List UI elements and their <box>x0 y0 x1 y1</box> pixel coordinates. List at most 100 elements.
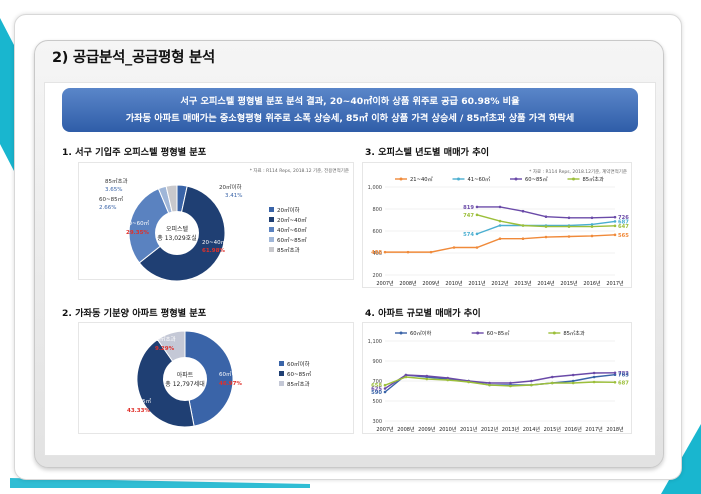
data-label: 658 <box>371 383 382 389</box>
pie-slice <box>128 188 178 264</box>
data-point <box>521 209 525 213</box>
data-label: 574 <box>463 232 474 238</box>
data-point <box>613 371 617 375</box>
data-label: 687 <box>618 380 629 386</box>
pie-center-1: 오피스텔 <box>166 225 189 233</box>
label-value: 29.35% <box>126 230 149 236</box>
label: 60㎡이하 <box>219 370 242 378</box>
data-point <box>498 224 502 227</box>
data-point <box>429 250 433 254</box>
legend-marker <box>399 331 403 335</box>
data-point <box>590 216 594 220</box>
data-point <box>425 374 429 378</box>
data-point <box>590 225 594 228</box>
label: 60~85㎡ <box>127 397 152 405</box>
data-label: 625 <box>371 387 382 393</box>
legend-swatch <box>279 361 284 366</box>
legend-label: 21~40㎡ <box>410 175 434 183</box>
x-tick-label: 2010년 <box>445 280 463 287</box>
pie-chart-2: 아파트 총 12,797세대 60㎡이하 46.97% 60~85㎡ 43.33… <box>127 330 312 428</box>
data-point <box>475 246 479 249</box>
label: 20㎡이하 <box>219 183 242 191</box>
legend-label: 60~85㎡ <box>287 370 312 378</box>
x-tick-label: 2015년 <box>560 280 578 287</box>
data-point <box>475 205 479 209</box>
data-point <box>467 380 470 384</box>
y-tick-label: 300 <box>372 419 382 425</box>
data-label: 408 <box>371 250 382 256</box>
pie-hole <box>155 211 199 255</box>
x-tick-label: 2011년 <box>468 280 486 287</box>
series-line <box>384 376 616 387</box>
label-value: 46.97% <box>219 381 242 387</box>
data-point <box>425 377 429 381</box>
legend-label: 20㎡이하 <box>277 206 300 214</box>
legend-label: 20㎡~40㎡ <box>277 216 307 224</box>
legend-marker <box>399 177 403 181</box>
legend-marker <box>476 331 480 335</box>
pie-center-2: 총 12,797세대 <box>165 380 204 388</box>
data-point <box>613 233 617 237</box>
data-point <box>592 375 596 379</box>
data-label: 747 <box>463 213 474 219</box>
x-tick-label: 2014년 <box>523 426 541 433</box>
series-line <box>384 372 616 390</box>
legend-marker <box>457 177 460 181</box>
data-point <box>521 224 525 227</box>
legend-swatch <box>269 207 274 212</box>
y-tick-label: 200 <box>372 273 382 279</box>
x-tick-label: 2018년 <box>606 426 624 433</box>
legend-label: 60~85㎡ <box>525 175 549 183</box>
pie-center-1: 아파트 <box>177 371 194 379</box>
data-point <box>613 220 617 223</box>
data-point <box>383 390 387 394</box>
x-tick-label: 2016년 <box>565 426 583 433</box>
data-label: 726 <box>618 215 629 221</box>
data-label: 590 <box>371 390 382 396</box>
pie1-legend: 20㎡이하 20㎡~40㎡ 40㎡~60㎡ 60㎡~85㎡ 85㎡초과 <box>269 206 307 254</box>
data-point <box>550 375 554 379</box>
data-point <box>592 380 596 384</box>
legend-marker <box>514 177 518 181</box>
source-note: * 자료 : R114 Reps, 2018.12기준, 계약면적기준 <box>529 168 627 175</box>
data-point <box>404 375 408 379</box>
label-value: 43.33% <box>127 408 150 414</box>
data-point <box>488 381 491 385</box>
data-point <box>544 225 548 228</box>
x-tick-label: 2007년 <box>376 280 394 287</box>
label: 85㎡초과 <box>153 335 176 343</box>
pie-hole <box>163 357 207 401</box>
line-panel-4: 300 500 700 900 1,100 2007년 2008년 2009년 2010년 201… <box>362 322 632 434</box>
legend-marker <box>572 177 575 181</box>
legend-label: 85㎡초과 <box>287 380 310 388</box>
y-tick-label: 1,000 <box>368 185 382 191</box>
pie2-legend: 60㎡이하 60~85㎡ 85㎡초과 <box>279 360 312 388</box>
x-tick-label: 2009년 <box>418 426 436 433</box>
data-point <box>530 383 533 387</box>
legend-swatch <box>269 247 274 252</box>
label: 20~40㎡ <box>202 238 227 246</box>
legend-swatch <box>269 227 274 232</box>
x-tick-label: 2008년 <box>397 426 415 433</box>
data-point <box>530 379 533 383</box>
y-tick-label: 400 <box>372 251 382 257</box>
x-tick-label: 2009년 <box>422 280 440 287</box>
label: 85㎡초과 <box>105 177 128 185</box>
section-title-2: 2. 가좌동 기분양 아파트 평형별 분포 <box>62 308 207 319</box>
legend-label: 85㎡초과 <box>583 175 605 183</box>
data-point <box>567 225 571 228</box>
x-tick-label: 2011년 <box>460 426 478 433</box>
section-title-1: 1. 서구 기입주 오피스텔 평형별 분포 <box>62 147 207 158</box>
pie-panel-1: * 자료 : R114 Reps, 2018.12 기준, 전용면적기준 오피스… <box>78 162 354 282</box>
data-point <box>521 237 525 240</box>
label-value: 2.66% <box>99 205 116 211</box>
label-value: 3.65% <box>105 187 122 193</box>
legend-label: 60㎡~85㎡ <box>277 236 307 244</box>
data-point <box>567 216 571 220</box>
line-panel-3: * 자료 : R114 Reps, 2018.12기준, 계약면적기준 200 4… <box>362 162 632 288</box>
data-point <box>567 235 571 238</box>
label-value: 61.98% <box>202 248 225 254</box>
pie-chart-1: * 자료 : R114 Reps, 2018.12 기준, 전용면적기준 오피스… <box>99 167 349 282</box>
y-tick-label: 800 <box>372 207 382 213</box>
